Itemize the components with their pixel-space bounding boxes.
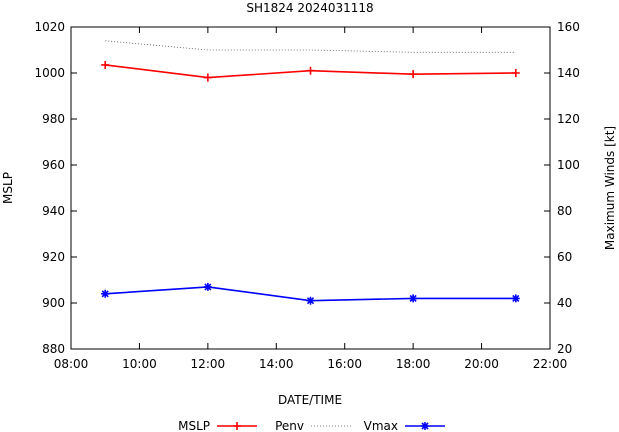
series-line-penv: [105, 40, 516, 53]
data-point-mslp: [101, 60, 110, 69]
plot-frame: [70, 26, 551, 350]
y-axis-left-label: MSLP: [1, 172, 15, 204]
legend: MSLP Penv Vmax: [178, 419, 445, 432]
x-axis-label: DATE/TIME: [278, 393, 342, 407]
series-layer: [101, 40, 520, 305]
x-tick-label: 20:00: [464, 357, 499, 371]
data-point-vmax: [203, 282, 212, 291]
y-left-tick-label: 880: [42, 342, 65, 356]
y-right-tick-label: 80: [557, 204, 572, 218]
y-left-tick-label: 960: [42, 158, 65, 172]
y-right-tick-label: 20: [557, 342, 572, 356]
y-left-tick-label: 1000: [34, 66, 65, 80]
data-point-mslp: [306, 66, 315, 75]
y-left-tick-label: 900: [42, 296, 65, 310]
legend-marker-vmax: [421, 422, 429, 430]
x-axis: 08:00 10:00 12:00 14:00 16:00 18:00 20:00 22:00: [54, 27, 568, 371]
x-tick-label: 18:00: [396, 357, 431, 371]
y-left-tick-label: 980: [42, 112, 65, 126]
y-right-tick-label: 160: [557, 20, 580, 34]
legend-label-mslp: MSLP: [178, 419, 210, 432]
y-axis-left: 880 900 920 940 960 980 1000 1020: [34, 20, 77, 356]
y-right-tick-label: 140: [557, 66, 580, 80]
y-right-tick-label: 60: [557, 250, 572, 264]
legend-label-penv: Penv: [275, 419, 304, 432]
data-point-mslp: [511, 69, 520, 77]
legend-marker-mslp: [233, 422, 241, 430]
y-right-tick-label: 120: [557, 112, 580, 126]
data-point-mslp: [409, 70, 418, 79]
x-tick-label: 08:00: [54, 357, 89, 371]
y-left-tick-label: 940: [42, 204, 65, 218]
data-point-vmax: [511, 294, 520, 303]
y-right-tick-label: 40: [557, 296, 572, 310]
x-tick-label: 10:00: [122, 357, 157, 371]
data-point-vmax: [306, 296, 315, 305]
chart-title: SH1824 2024031118: [246, 1, 373, 15]
y-left-tick-label: 1020: [34, 20, 65, 34]
data-point-vmax: [101, 289, 110, 298]
y-right-tick-label: 100: [557, 158, 580, 172]
data-point-vmax: [409, 294, 418, 303]
y-left-tick-label: 920: [42, 250, 65, 264]
x-tick-label: 14:00: [259, 357, 294, 371]
y-axis-right: 20 40 60 80 100 120 140 160: [544, 20, 580, 356]
data-point-mslp: [203, 73, 212, 82]
x-tick-label: 12:00: [191, 357, 226, 371]
y-axis-right-label: Maximum Winds [kt]: [603, 126, 617, 250]
x-tick-label: 16:00: [327, 357, 362, 371]
legend-label-vmax: Vmax: [364, 419, 398, 432]
x-tick-label: 22:00: [533, 357, 568, 371]
